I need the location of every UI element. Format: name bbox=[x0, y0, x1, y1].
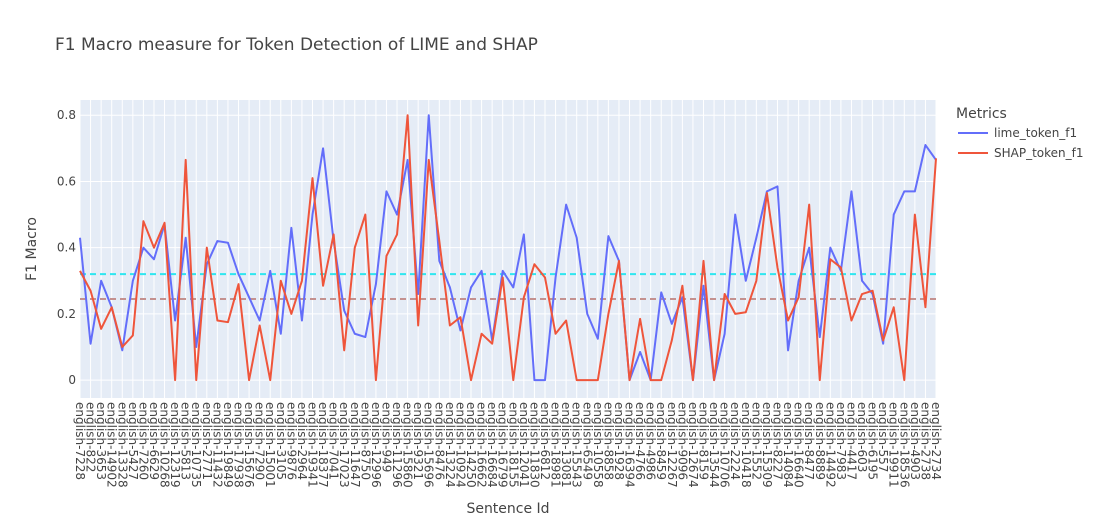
x-tick-label: english-14492 bbox=[823, 402, 837, 488]
x-tick-label: english-2771 bbox=[200, 402, 214, 480]
x-tick-label: english-10418 bbox=[739, 402, 753, 488]
legend-label: lime_token_f1 bbox=[994, 126, 1077, 140]
x-tick-label: english-18536 bbox=[897, 402, 911, 488]
x-tick-label: english-949 bbox=[379, 402, 393, 472]
x-tick-label: english-2734 bbox=[929, 402, 943, 480]
x-tick-label: english-15676 bbox=[242, 402, 256, 488]
x-tick-label: english-10706 bbox=[718, 402, 732, 488]
x-tick-label: english-8858 bbox=[601, 402, 615, 480]
x-tick-label: english-15696 bbox=[422, 402, 436, 488]
x-tick-label: english-2964 bbox=[295, 402, 309, 480]
y-tick-label: 0.8 bbox=[57, 108, 76, 122]
x-tick-label: english-15309 bbox=[760, 402, 774, 488]
x-tick-label: english-5813 bbox=[179, 402, 193, 480]
legend-title: Metrics bbox=[956, 106, 1007, 122]
x-tick-label: english-16799 bbox=[496, 402, 510, 488]
x-tick-label: english-5427 bbox=[126, 402, 140, 480]
x-tick-label: english-6629 bbox=[147, 402, 161, 480]
x-tick-label: english-7983 bbox=[834, 402, 848, 480]
y-tick-label: 0.2 bbox=[57, 307, 76, 321]
x-tick-label: english-13081 bbox=[559, 402, 573, 488]
x-tick-label: english-7290 bbox=[253, 402, 267, 480]
x-tick-label: english-2224 bbox=[728, 402, 742, 480]
x-tick-label: english-4986 bbox=[644, 402, 658, 480]
x-tick-label: english-6812 bbox=[538, 402, 552, 480]
x-axis-title: Sentence Id bbox=[466, 501, 549, 517]
plot-area bbox=[80, 100, 936, 398]
x-tick-label: english-15543 bbox=[570, 402, 584, 488]
x-tick-label: english-11296 bbox=[390, 402, 404, 488]
x-tick-label: english-10268 bbox=[158, 402, 172, 488]
x-tick-label: english-14250 bbox=[464, 402, 478, 488]
x-tick-label: english-13224 bbox=[443, 402, 457, 488]
x-tick-label: english-10735 bbox=[189, 402, 203, 488]
x-tick-label: english-7228 bbox=[73, 402, 87, 480]
x-tick-label: english-15001 bbox=[263, 402, 277, 488]
x-tick-label: english-12674 bbox=[686, 402, 700, 488]
x-tick-label: english-603 bbox=[855, 402, 869, 472]
x-tick-label: english-15860 bbox=[401, 402, 415, 488]
x-tick-label: english-2738 bbox=[918, 402, 932, 480]
x-tick-label: english-7041 bbox=[327, 402, 341, 480]
x-tick-label: english-4903 bbox=[908, 402, 922, 480]
x-tick-label: english-822 bbox=[84, 402, 98, 472]
y-axis-title: F1 Macro bbox=[24, 217, 40, 281]
x-tick-label: english-12996 bbox=[369, 402, 383, 488]
x-tick-label: english-16394 bbox=[623, 402, 637, 488]
chart-title: F1 Macro measure for Token Detection of … bbox=[55, 35, 538, 55]
x-tick-label: english-8159 bbox=[697, 402, 711, 480]
x-tick-label: english-6549 bbox=[580, 402, 594, 480]
x-tick-label: english-12041 bbox=[517, 402, 531, 488]
x-tick-label: english-18377 bbox=[316, 402, 330, 488]
x-tick-label: english-17938 bbox=[232, 402, 246, 488]
legend-label: SHAP_token_f1 bbox=[994, 146, 1084, 160]
x-tick-label: english-18981 bbox=[549, 402, 563, 488]
x-tick-label: english-8889 bbox=[813, 402, 827, 480]
y-tick-label: 0 bbox=[68, 373, 76, 387]
x-tick-label: english-10924 bbox=[453, 402, 467, 488]
x-tick-label: english-8750 bbox=[358, 402, 372, 480]
x-tick-label: english-8477 bbox=[802, 402, 816, 480]
x-tick-label: english-11647 bbox=[348, 402, 362, 488]
x-tick-label: english-4766 bbox=[633, 402, 647, 480]
x-tick-label: english-16662 bbox=[475, 402, 489, 488]
y-tick-label: 0.4 bbox=[57, 241, 76, 255]
series-line bbox=[79, 114, 937, 382]
x-tick-label: english-18155 bbox=[506, 402, 520, 488]
x-tick-label: english-16684 bbox=[485, 402, 499, 488]
x-tick-label: english-13328 bbox=[115, 402, 129, 488]
series-line bbox=[79, 114, 937, 382]
x-tick-label: english-1928 bbox=[612, 402, 626, 480]
x-tick-label: english-8459 bbox=[654, 402, 668, 480]
x-tick-label: english-557 bbox=[876, 402, 890, 472]
x-tick-label: english-19911 bbox=[887, 402, 901, 488]
x-tick-label: english-11830 bbox=[527, 402, 541, 488]
x-tick-label: english-7260 bbox=[136, 402, 150, 480]
x-tick-label: english-13544 bbox=[707, 402, 721, 488]
x-tick-label: english-12319 bbox=[168, 402, 182, 488]
x-tick-label: english-3105 bbox=[274, 402, 288, 480]
x-tick-label: english-3653 bbox=[94, 402, 108, 480]
x-tick-label: english-9096 bbox=[675, 402, 689, 480]
x-tick-label: english-11432 bbox=[210, 402, 224, 488]
x-tick-label: english-14902 bbox=[105, 402, 119, 488]
x-tick-label: english-16640 bbox=[792, 402, 806, 488]
x-tick-label: english-10558 bbox=[591, 402, 605, 488]
x-tick-label: english-8227 bbox=[770, 402, 784, 480]
x-tick-label: english-6195 bbox=[866, 402, 880, 480]
x-tick-label: english-8476 bbox=[432, 402, 446, 480]
x-tick-label: english-1552 bbox=[749, 402, 763, 480]
x-tick-label: english-4417 bbox=[844, 402, 858, 480]
y-tick-label: 0.6 bbox=[57, 174, 76, 188]
x-tick-label: english-19341 bbox=[305, 402, 319, 488]
x-tick-label: english-9321 bbox=[411, 402, 425, 480]
x-tick-label: english-12267 bbox=[665, 402, 679, 488]
x-tick-label: english-14084 bbox=[781, 402, 795, 488]
x-tick-label: english-17023 bbox=[337, 402, 351, 488]
x-tick-label: english-19849 bbox=[221, 402, 235, 488]
x-tick-label: english-9876 bbox=[284, 402, 298, 480]
